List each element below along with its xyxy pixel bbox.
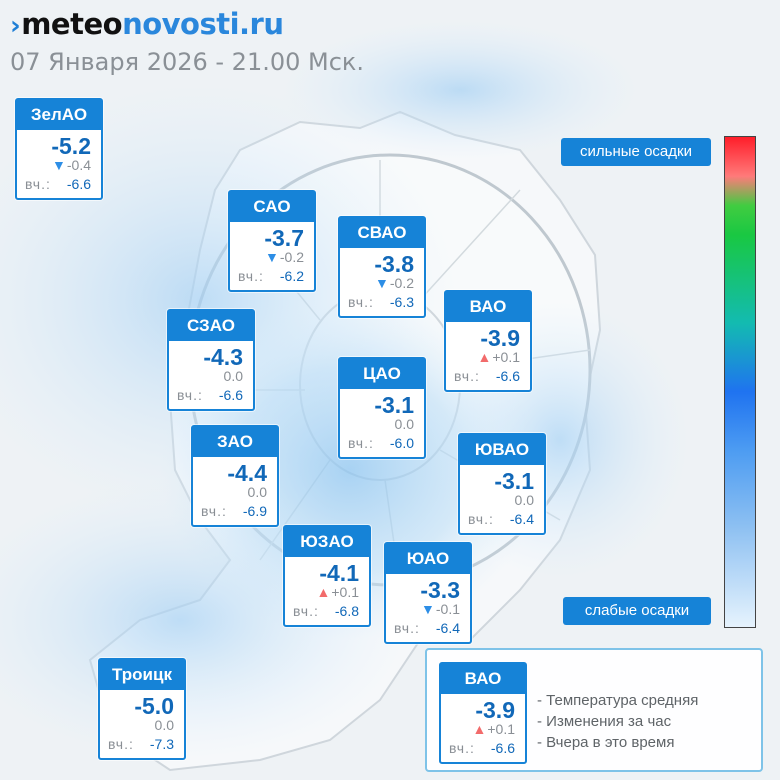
district-temperature: -3.7 <box>264 225 304 251</box>
district-temperature: -4.4 <box>227 460 267 486</box>
legend-strong-label: сильные осадки <box>561 138 711 166</box>
district-temperature: -4.1 <box>319 560 359 586</box>
district-card-vao[interactable]: ВАО -3.9 ▲+0.1 вч.: -6.6 <box>444 290 532 392</box>
district-name: ВАО <box>446 292 530 322</box>
district-temperature: -3.1 <box>494 468 534 494</box>
legend-example-card: ВАО -3.9 ▲+0.1 вч.: -6.6 <box>439 662 527 764</box>
district-hourly-change: ▼-0.1 <box>421 601 460 617</box>
district-yesterday: вч.: -6.4 <box>468 511 534 527</box>
district-hourly-change: ▼-0.2 <box>375 275 414 291</box>
trend-up-icon: ▲ <box>472 721 487 737</box>
key-line-yesterday: - Вчера в это время <box>537 734 675 751</box>
district-name: ЮЗАО <box>285 527 369 557</box>
key-line-average-temp: - Температура средняя <box>537 692 699 709</box>
district-card-zao[interactable]: ЗАО -4.4 0.0 вч.: -6.9 <box>191 425 279 527</box>
district-yesterday: вч.: -6.4 <box>394 620 460 636</box>
district-temperature: -3.8 <box>374 251 414 277</box>
district-card-cao[interactable]: ЦАО -3.1 0.0 вч.: -6.0 <box>338 357 426 459</box>
district-name: ЦАО <box>340 359 424 389</box>
district-hourly-change: 0.0 <box>247 484 267 500</box>
district-yesterday: вч.: -6.6 <box>177 387 243 403</box>
key-line-hourly-change: - Изменения за час <box>537 713 672 730</box>
district-temperature: -5.2 <box>51 133 91 159</box>
district-card-sao[interactable]: САО -3.7 ▼-0.2 вч.: -6.2 <box>228 190 316 292</box>
trend-up-icon: ▲ <box>316 584 331 600</box>
district-name: ЗелАО <box>17 100 101 130</box>
logo-mark-icon: › <box>10 11 21 41</box>
district-temperature: -3.9 <box>480 325 520 351</box>
district-card-yuzao[interactable]: ЮЗАО -4.1 ▲+0.1 вч.: -6.8 <box>283 525 371 627</box>
district-card-svao[interactable]: СВАО -3.8 ▼-0.2 вч.: -6.3 <box>338 216 426 318</box>
trend-down-icon: ▼ <box>421 601 435 617</box>
district-yesterday: вч.: -6.6 <box>449 740 515 756</box>
district-temperature: -3.3 <box>420 577 460 603</box>
legend-key-box: ВАО -3.9 ▲+0.1 вч.: -6.6 - Температура ср… <box>425 648 763 772</box>
district-yesterday: вч.: -6.0 <box>348 435 414 451</box>
district-name: ВАО <box>441 664 525 694</box>
logo-ru: .ru <box>239 7 284 41</box>
district-hourly-change: ▼-0.2 <box>265 249 304 265</box>
district-temperature: -5.0 <box>134 693 174 719</box>
district-temperature: -3.9 <box>475 697 515 723</box>
precipitation-area-north <box>280 20 640 160</box>
forecast-date: 07 Января 2026 - 21.00 Мск. <box>10 48 365 76</box>
district-hourly-change: 0.0 <box>514 492 534 508</box>
trend-up-icon: ▲ <box>477 349 492 365</box>
district-hourly-change: 0.0 <box>394 416 414 432</box>
district-card-zelao[interactable]: ЗелАО -5.2 ▼-0.4 вч.: -6.6 <box>15 98 103 200</box>
district-card-yuao[interactable]: ЮАО -3.3 ▼-0.1 вч.: -6.4 <box>384 542 472 644</box>
district-name: ЮВАО <box>460 435 544 465</box>
district-name: Троицк <box>100 660 184 690</box>
district-temperature: -4.3 <box>203 344 243 370</box>
site-logo[interactable]: ›meteonovosti.ru <box>10 6 364 44</box>
district-card-yuvao[interactable]: ЮВАО -3.1 0.0 вч.: -6.4 <box>458 433 546 535</box>
district-yesterday: вч.: -6.6 <box>454 368 520 384</box>
district-temperature: -3.1 <box>374 392 414 418</box>
district-name: САО <box>230 192 314 222</box>
district-name: ЗАО <box>193 427 277 457</box>
district-name: СВАО <box>340 218 424 248</box>
district-hourly-change: ▲+0.1 <box>316 584 360 600</box>
trend-down-icon: ▼ <box>265 249 279 265</box>
district-hourly-change: ▲+0.1 <box>472 721 516 737</box>
district-yesterday: вч.: -7.3 <box>108 736 174 752</box>
trend-down-icon: ▼ <box>52 157 66 173</box>
district-name: ЮАО <box>386 544 470 574</box>
district-name: СЗАО <box>169 311 253 341</box>
district-yesterday: вч.: -6.3 <box>348 294 414 310</box>
header: ›meteonovosti.ru 07 Января 2026 - 21.00 … <box>10 6 364 76</box>
legend-key-descriptions: - Температура средняя - Изменения за час… <box>537 690 698 753</box>
district-hourly-change: 0.0 <box>154 717 174 733</box>
logo-novosti: novosti <box>122 7 240 41</box>
precipitation-color-scale <box>724 136 756 628</box>
district-yesterday: вч.: -6.8 <box>293 603 359 619</box>
district-hourly-change: ▼-0.4 <box>52 157 91 173</box>
legend-weak-label: слабые осадки <box>563 597 711 625</box>
district-yesterday: вч.: -6.2 <box>238 268 304 284</box>
district-card-szao[interactable]: СЗАО -4.3 0.0 вч.: -6.6 <box>167 309 255 411</box>
district-yesterday: вч.: -6.6 <box>25 176 91 192</box>
district-hourly-change: ▲+0.1 <box>477 349 521 365</box>
logo-meteo: meteo <box>21 7 123 41</box>
trend-down-icon: ▼ <box>375 275 389 291</box>
district-yesterday: вч.: -6.9 <box>201 503 267 519</box>
district-hourly-change: 0.0 <box>223 368 243 384</box>
district-card-troitsk[interactable]: Троицк -5.0 0.0 вч.: -7.3 <box>98 658 186 760</box>
